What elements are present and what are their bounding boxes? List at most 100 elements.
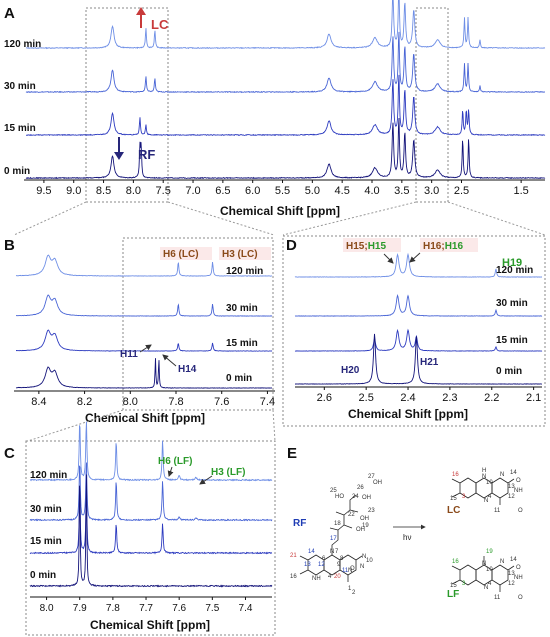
atom-label: 9 [337,562,341,568]
atom-label: 13 [508,484,515,490]
h11-arrow [139,344,152,353]
panel-a-ticks: 9.5 9.0 8.5 8.0 7.5 7.0 6.5 6.0 5.5 5.0 4.5 4.0 3.5 3… [36,180,529,197]
panel-c-frame [25,440,276,636]
spectrum-c-1 [29,462,273,522]
tick-label: 7.6 [172,603,186,614]
h16-bg [420,238,478,252]
atom-label: 18 [334,521,341,527]
panel-a: A 120 min 30 min 15 min 0 min 9.5 9.0 8.5 8.0 7… [4,0,546,236]
tick-label: 7.4 [239,603,253,614]
trace-label-3: 0 min [4,166,30,177]
trace-label-0: 120 min [4,39,41,50]
atom-label: 19 [486,549,493,555]
h16-arrow [409,252,421,263]
rf-structure [299,494,363,582]
atom-label: N [500,472,504,478]
atom-label: 24 [352,494,359,500]
spectrum-a-3 [25,117,546,180]
lc-methyl-1 [451,478,461,484]
tick-label: 8.0 [40,603,54,614]
atom-label: 15 [450,496,457,502]
panel-d-ticks: 2.6 2.5 2.4 2.3 2.2 2.1 [317,387,541,404]
panel-letter-e: E [287,445,297,462]
atom-label: N [482,474,486,480]
tick-label: 7.9 [73,603,87,614]
trace-label-2: 15 min [226,338,258,349]
atom-label: N [482,561,486,567]
atom-label: 16 [290,574,297,580]
spectrum-a-1 [25,31,545,94]
lc-scheme-label: LC [447,505,460,516]
trace-label-0: 120 min [496,265,533,276]
spectrum-c-0 [29,421,273,482]
lc-methyl-2 [451,492,461,498]
h15-lf-label: H15 [368,241,387,252]
spectrum-a-2 [26,74,546,137]
spectrum-d-0 [294,252,542,278]
tick-label: 5.5 [275,185,290,197]
tick-label: 7.5 [156,185,171,197]
panel-b-zoom-box [122,237,274,411]
zoom-box-methyl [415,7,449,203]
panel-c-axis-title: Chemical Shift [ppm] [90,618,210,632]
lf-methyl-1 [451,565,461,571]
h20-label: H20 [341,365,360,376]
atom-label: 11 [494,595,501,601]
tick-label: 1.5 [513,185,528,197]
zoom-box-aromatic [85,7,169,203]
lc-carbonyl-1 [507,478,515,484]
panel-c-traces [29,421,273,588]
h15-label-group: H15;H15 [346,241,386,252]
spectrum-c-2 [29,495,273,555]
trace-label-1: 30 min [496,298,528,309]
tick-label: 8.5 [96,185,111,197]
tick-label: 2.4 [400,392,415,404]
atom-label: 4 [488,581,492,587]
tick-label: 8.0 [123,396,138,408]
panel-a-trace-labels: 120 min 30 min 15 min 0 min [4,39,41,177]
tick-label: 8.4 [31,396,46,408]
atom-label: OH [362,495,371,501]
h16-lf-label: H16 [445,241,464,252]
atom-label: 27 [368,474,375,480]
atom-label: 1 [348,586,352,592]
atom-label: N [348,568,352,574]
atom-label: 10 [486,567,493,573]
atom-label: 25 [330,488,337,494]
atom-label: 20 [334,574,341,580]
tick-label: 3.0 [424,185,439,197]
spectrum-b-0 [15,254,273,277]
spectrum-d-3 [295,333,542,385]
tick-label: 7.8 [106,603,120,614]
atom-label: 15 [450,583,457,589]
tick-label: 5.0 [305,185,320,197]
atom-label: 14 [510,470,517,476]
atom-label: 11 [342,568,349,574]
lc-up-arrow-head [136,7,146,15]
atom-label: OH [360,516,369,522]
h11-label: H11 [120,349,138,360]
atom-label: 26 [357,485,364,491]
panel-d-trace-labels: 120 min 30 min 15 min 0 min [496,265,533,377]
trace-label-1: 30 min [226,303,258,314]
panel-d-axis-title: Chemical Shift [ppm] [348,407,468,421]
h6-lc-bg [160,247,212,260]
panel-b-traces [15,254,273,389]
h15-bg [343,238,401,252]
atom-label: 21 [290,553,297,559]
panel-d-traces [294,252,543,385]
trace-label-1: 30 min [4,81,36,92]
atom-label: 6 [322,556,326,562]
tick-label: 2.3 [442,392,457,404]
tick-label: 7.7 [139,603,153,614]
panel-letter-d: D [286,237,297,254]
atom-label: 12 [508,581,515,587]
h14-arrow [162,354,177,367]
atom-label: N [362,554,366,560]
panel-a-axis-title: Chemical Shift [ppm] [220,204,340,218]
atom-label: 7 [335,549,339,555]
